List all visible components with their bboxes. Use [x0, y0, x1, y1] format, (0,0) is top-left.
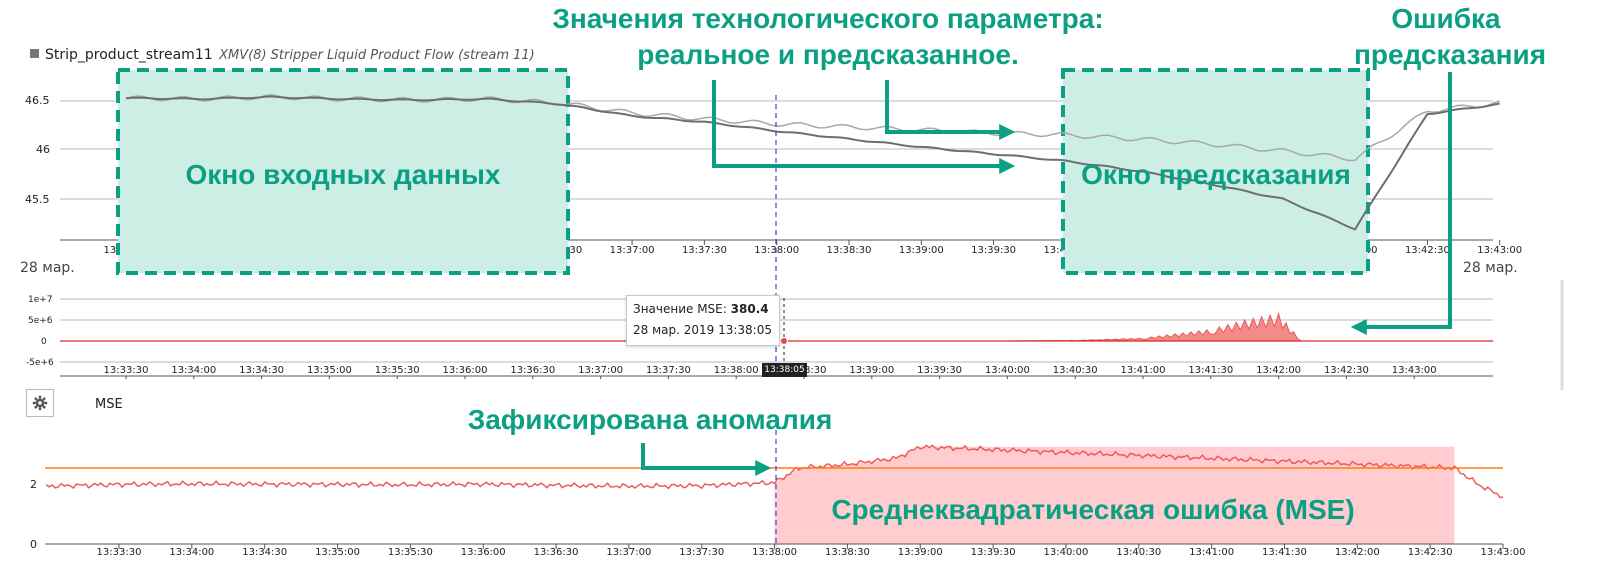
x-tick-label: 13:37:30 [679, 547, 724, 558]
x-tick-label: 13:38:00 [752, 547, 797, 558]
x-tick-label: 13:42:00 [1256, 365, 1301, 376]
x-tick-label: 13:42:30 [1405, 245, 1450, 256]
chart3-plot: 13:33:30 13:34:00 13:34:30 13:35:00 13:35:30… [30, 430, 1525, 558]
x-tick-label: 13:42:30 [1408, 547, 1453, 558]
tooltip-value: 380.4 [730, 302, 769, 316]
x-tick-label: 13:34:30 [239, 365, 284, 376]
chart1-y-tick: 46 [36, 143, 50, 156]
x-tick-label: 13:34:30 [242, 547, 287, 558]
x-tick-label: 13:37:30 [682, 245, 727, 256]
chart3-y-tick: 2 [30, 478, 37, 491]
mse-tooltip: Значение MSE: 380.4 28 мар. 2019 13:38:0… [626, 295, 780, 346]
input-window-label: Окно входных данных [185, 159, 500, 190]
x-tick-label: 13:41:30 [1188, 365, 1233, 376]
x-tick-label: 13:38:00 [754, 245, 799, 256]
x-tick-label: 13:35:30 [388, 547, 433, 558]
x-tick-label: 13:36:30 [510, 365, 555, 376]
x-tick-label: 13:35:30 [375, 365, 420, 376]
x-tick-label: 13:37:00 [578, 365, 623, 376]
chart1-series-name[interactable]: Strip_product_stream11 [45, 47, 213, 63]
x-tick-label: 13:39:00 [898, 547, 943, 558]
cursor-time-badge: 13:38:05 [762, 363, 807, 377]
tooltip-value-line: Значение MSE: 380.4 [633, 302, 769, 316]
x-tick-label: 13:43:00 [1392, 365, 1437, 376]
x-tick-label: 13:40:30 [1053, 365, 1098, 376]
chart1-series-predicted [125, 94, 1500, 162]
prediction-window-label: Окно предсказания [1081, 159, 1351, 190]
chart2-x-ticks: 13:33:30 13:34:00 13:34:30 13:35:00 13:35:30… [104, 365, 1437, 379]
chart1-legend: Strip_product_stream11 XMV(8) Stripper L… [30, 47, 535, 63]
chart1-date-left: 28 мар. [20, 260, 75, 276]
input-window-highlight [116, 68, 570, 275]
chart2-y-tick: 5e+6 [28, 316, 53, 326]
x-tick-label: 13:36:00 [443, 365, 488, 376]
arrow-prediction-error [1350, 72, 1452, 335]
x-tick-label: 13:38:30 [827, 245, 872, 256]
x-tick-label: 13:37:00 [610, 245, 655, 256]
error-annotation-line2: предсказания [1354, 39, 1546, 70]
arrow-anomaly [641, 443, 772, 476]
x-tick-label: 13:39:30 [971, 245, 1016, 256]
chart1-y-tick: 45.5 [25, 193, 50, 206]
x-tick-label: 13:35:00 [307, 365, 352, 376]
x-tick-label: 13:33:30 [104, 365, 149, 376]
x-tick-label: 13:38:00 [714, 365, 759, 376]
x-tick-label: 13:41:30 [1262, 547, 1307, 558]
x-tick-label: 13:40:00 [1043, 547, 1088, 558]
chart1-series-desc: XMV(8) Stripper Liquid Product Flow (str… [219, 48, 535, 63]
error-annotation-line1: Ошибка [1391, 3, 1501, 34]
mse-area-label: Среднеквадратическая ошибка (MSE) [831, 494, 1354, 525]
chart3-title: MSE [95, 397, 123, 412]
x-tick-label: 13:43:00 [1477, 245, 1522, 256]
x-tick-label: 13:35:00 [315, 547, 360, 558]
chart2-y-tick: 0 [41, 337, 47, 347]
anomaly-region [774, 446, 1455, 544]
x-tick-label: 13:36:30 [534, 547, 579, 558]
x-tick-label: 13:41:00 [1189, 547, 1234, 558]
legend-square-icon [30, 49, 39, 58]
arrow-real-value [712, 80, 1016, 174]
prediction-window-highlight [1061, 68, 1370, 275]
chart3-y-tick: 0 [30, 538, 37, 551]
gear-icon [32, 395, 48, 411]
chart1-series-real [125, 95, 1500, 231]
params-annotation-line1: Значения технологического параметра: [552, 3, 1103, 34]
x-tick-label: 13:39:00 [849, 365, 894, 376]
x-tick-label: 13:39:30 [971, 547, 1016, 558]
x-tick-label: 13:34:00 [171, 365, 216, 376]
tooltip-date: 28 мар. 2019 13:38:05 [633, 323, 772, 337]
x-tick-label: 13:42:30 [1324, 365, 1369, 376]
chart3-x-ticks: 13:33:30 13:34:00 13:34:30 13:35:00 13:35:30… [97, 544, 1526, 558]
chart2-error-area [736, 311, 1303, 342]
x-tick-label: 13:42:00 [1335, 547, 1380, 558]
x-tick-label: 13:34:00 [169, 547, 214, 558]
chart2-y-tick: 1e+7 [28, 295, 53, 305]
chart2-y-tick: -5e+6 [26, 358, 54, 368]
annotation-layer: Значения технологического параметра: реа… [185, 3, 1546, 525]
settings-button[interactable] [26, 389, 54, 417]
chart1-y-tick: 46.5 [25, 94, 50, 107]
x-tick-label: 13:36:00 [461, 547, 506, 558]
x-tick-label: 13:39:00 [899, 245, 944, 256]
anomaly-annotation: Зафиксирована аномалия [468, 404, 833, 435]
cursor-point[interactable] [780, 337, 788, 345]
x-tick-label: 13:40:30 [1116, 547, 1161, 558]
x-tick-label: 13:43:00 [1481, 547, 1526, 558]
mse-series-line [45, 444, 1504, 499]
x-tick-label: 13:37:30 [646, 365, 691, 376]
x-tick-label: 13:39:30 [917, 365, 962, 376]
x-tick-label: 13:41:00 [1121, 365, 1166, 376]
x-tick-label: 13:38:30 [825, 547, 870, 558]
x-tick-label: 13:33:30 [97, 547, 142, 558]
x-tick-label: 13:37:00 [606, 547, 651, 558]
chart1-date-right: 28 мар. [1463, 260, 1518, 276]
params-annotation-line2: реальное и предсказанное. [637, 39, 1019, 70]
arrow-predicted-value [885, 80, 1016, 140]
x-tick-label: 13:40:00 [985, 365, 1030, 376]
chart1-plot: 13:33:3013:34:0013:34:3013:35:0013:35:30… [20, 68, 1522, 362]
tooltip-label: Значение MSE: [633, 302, 727, 316]
